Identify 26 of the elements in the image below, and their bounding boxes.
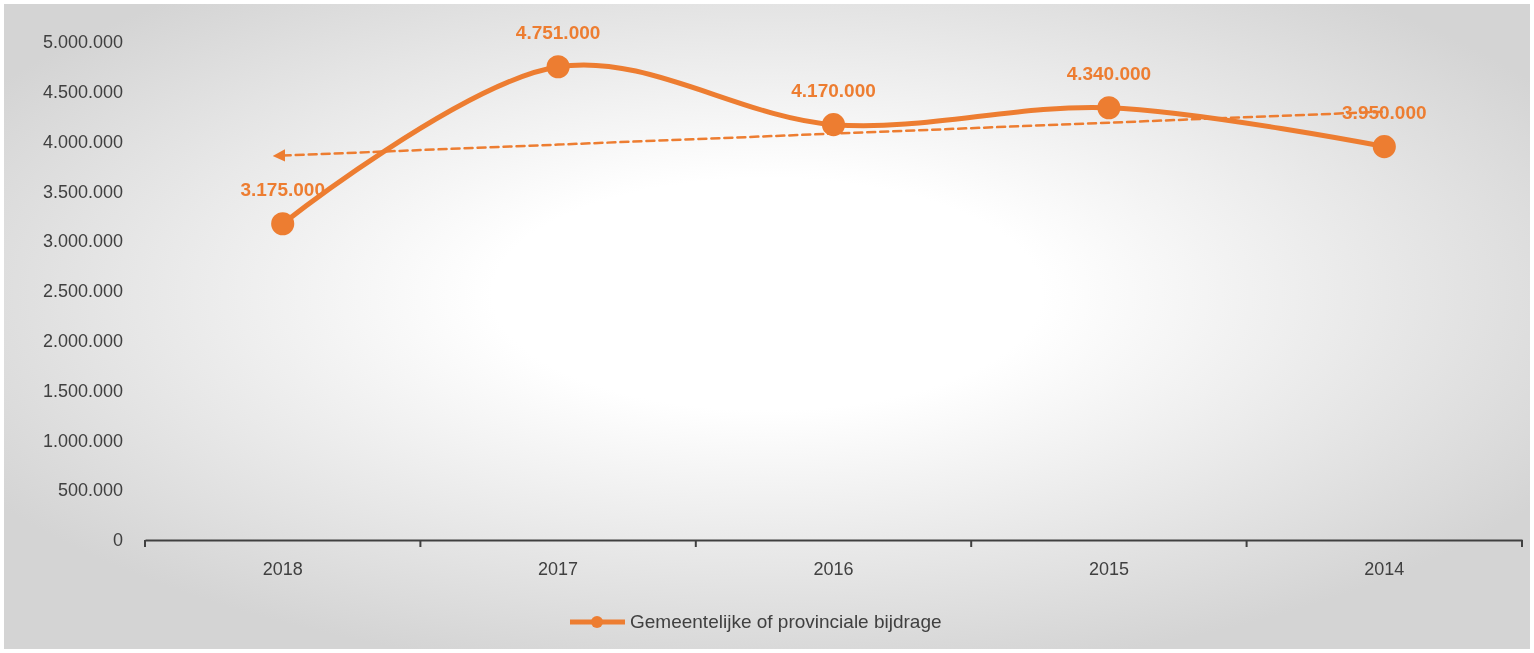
x-tick-label: 2018 [262,558,303,579]
x-tick-label: 2015 [1088,558,1129,579]
point [1372,135,1396,159]
legend-label: Gemeentelijke of provinciale bijdrage [630,611,942,632]
data-label: 3.175.000 [240,178,325,200]
y-tick-label: 3.000.000 [42,231,123,252]
y-tick-label: 0 [112,530,123,551]
data-label: 4.170.000 [791,79,876,101]
y-tick-label: 1.000.000 [42,430,123,451]
y-tick-label: 4.000.000 [42,131,123,152]
y-tick-label: 1.500.000 [42,380,123,401]
point [271,212,295,236]
data-label: 4.340.000 [1066,62,1152,84]
point [821,113,846,137]
point [546,55,570,79]
x-tick-label: 2017 [538,558,579,579]
y-tick-label: 500.000 [57,480,123,501]
point [1097,96,1121,120]
x-tick-label: 2016 [813,558,854,579]
y-tick-label: 5.000.000 [42,32,123,53]
x-tick-label: 2014 [1364,558,1405,579]
y-tick-label: 2.500.000 [42,281,123,302]
y-tick-label: 4.500.000 [42,82,123,103]
y-tick-label: 3.500.000 [42,181,123,202]
data-label: 4.751.000 [515,21,601,43]
y-tick-label: 2.000.000 [42,331,123,352]
